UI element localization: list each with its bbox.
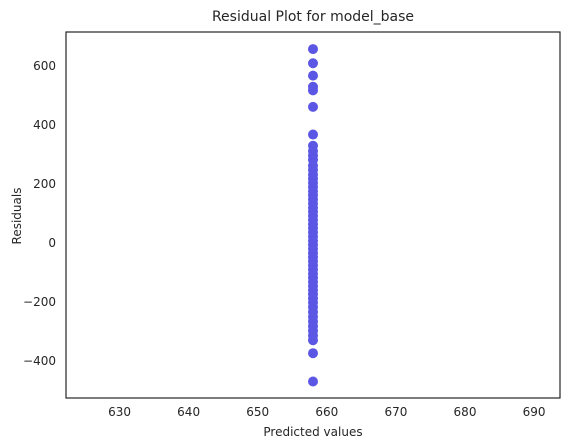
- y-tick-label: −400: [23, 354, 56, 368]
- y-tick-label: 200: [33, 177, 56, 191]
- scatter-point: [308, 58, 318, 69]
- x-tick-label: 680: [454, 405, 477, 419]
- x-tick-label: 640: [177, 405, 200, 419]
- y-tick-label: −200: [23, 295, 56, 309]
- scatter-points: [308, 44, 318, 387]
- x-axis-ticks: 630 640 650 660 670 680 690: [108, 405, 545, 419]
- x-tick-label: 660: [315, 405, 338, 419]
- y-axis-ticks: −400 −200 0 200 400 600: [23, 59, 56, 368]
- y-tick-label: 600: [33, 59, 56, 73]
- scatter-point: [308, 44, 318, 55]
- x-axis-label: Predicted values: [263, 425, 362, 439]
- scatter-point: [308, 335, 318, 346]
- scatter-point: [308, 129, 318, 140]
- x-tick-label: 650: [246, 405, 269, 419]
- scatter-point: [308, 376, 318, 387]
- scatter-point: [308, 85, 318, 96]
- scatter-point: [308, 348, 318, 359]
- chart-title: Residual Plot for model_base: [212, 9, 414, 25]
- x-tick-label: 690: [523, 405, 546, 419]
- scatter-point: [308, 70, 318, 81]
- y-tick-label: 0: [48, 236, 56, 250]
- scatter-point: [308, 101, 318, 112]
- x-tick-label: 630: [108, 405, 131, 419]
- y-axis-label: Residuals: [10, 188, 24, 245]
- plot-area-frame: [65, 31, 561, 399]
- y-tick-label: 400: [33, 118, 56, 132]
- x-tick-label: 670: [384, 405, 407, 419]
